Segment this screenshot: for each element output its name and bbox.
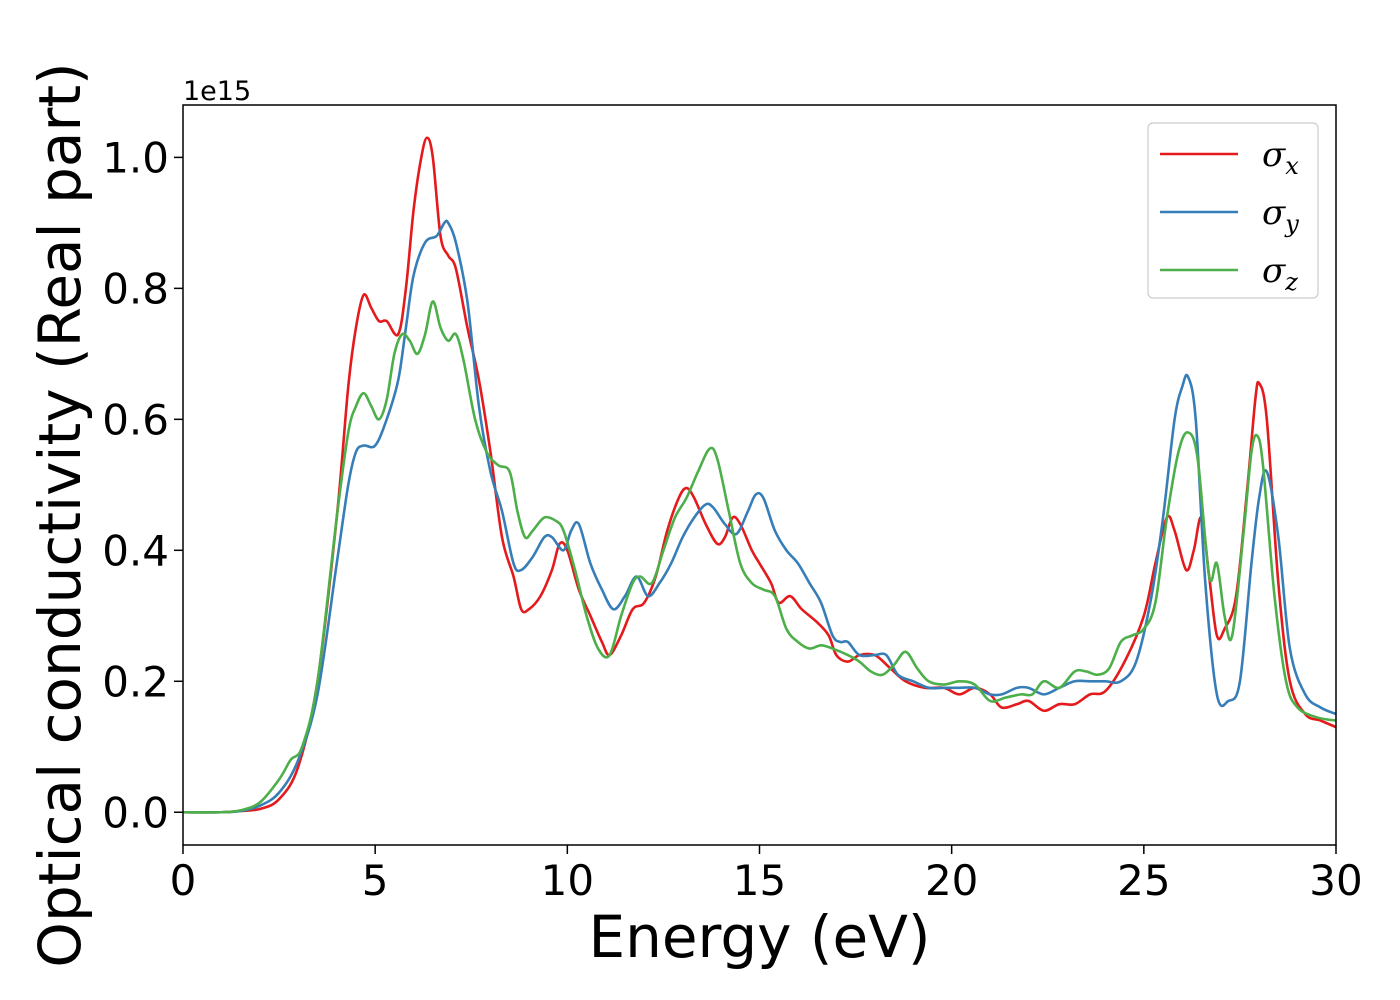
axis-ticks: 0 5 10 15 20 25 30 0.0 0.2 0.4 0.6 0.8 1.0 — [102, 133, 1363, 905]
series-line-y — [182, 219, 1337, 814]
x-tick-label: 5 — [362, 856, 389, 905]
y-axis-title: Optical conductivity (Real part) — [26, 62, 94, 967]
series-lines — [182, 136, 1337, 814]
legend-entry-y: σy — [1262, 193, 1299, 238]
x-tick-label: 0 — [170, 856, 197, 905]
x-tick-label: 25 — [1117, 856, 1170, 905]
legend-entry-x: σx — [1262, 135, 1299, 180]
x-tick-label: 15 — [733, 856, 786, 905]
x-tick-label: 10 — [541, 856, 594, 905]
legend: σx σy σz — [1147, 122, 1319, 299]
y-tick-label: 1.0 — [102, 133, 169, 182]
x-axis-title: Energy (eV) — [588, 903, 930, 971]
x-tick-label: 30 — [1309, 856, 1362, 905]
series-line-z — [182, 300, 1337, 814]
y-tick-label: 0.6 — [102, 395, 169, 444]
y-offset-label: 1e15 — [183, 76, 251, 107]
legend-box — [1147, 122, 1319, 299]
y-tick-label: 0.0 — [102, 788, 169, 837]
y-tick-label: 0.4 — [102, 526, 169, 575]
x-tick-label: 20 — [925, 856, 978, 905]
y-tick-label: 0.8 — [102, 264, 169, 313]
y-tick-label: 0.2 — [102, 657, 169, 706]
legend-entry-z: σz — [1262, 251, 1298, 296]
